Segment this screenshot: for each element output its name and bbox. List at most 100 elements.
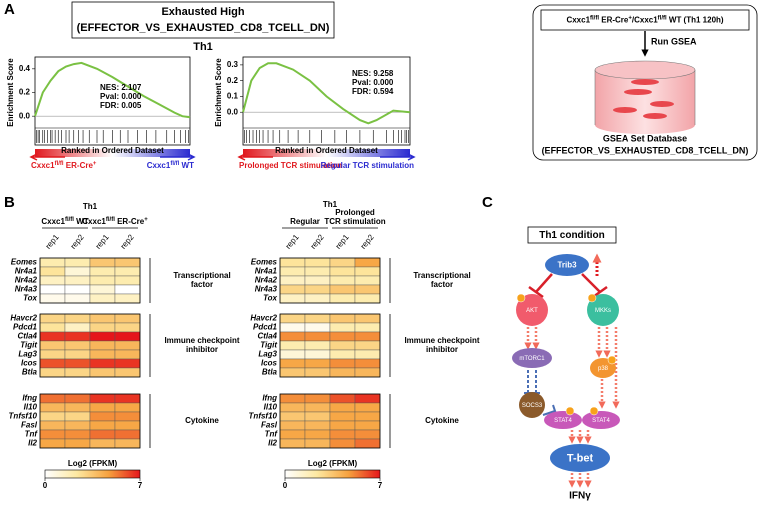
input-label-part: ER-Cre bbox=[599, 16, 629, 25]
heatmap-cell bbox=[329, 349, 356, 360]
title-box bbox=[71, 1, 335, 39]
inhibition-edge bbox=[542, 410, 556, 416]
input-label-part: fl/fl bbox=[590, 15, 599, 21]
rank-bar bbox=[243, 149, 410, 157]
diagram-title: Th1 condition bbox=[539, 230, 605, 241]
group-label-part: WT bbox=[74, 217, 89, 226]
heatmap-cell bbox=[304, 429, 331, 440]
phospho-mark bbox=[587, 293, 597, 303]
heatmap-cell bbox=[329, 284, 356, 295]
node bbox=[519, 392, 545, 418]
condition-label-part: WT bbox=[179, 161, 194, 170]
heatmap-cell bbox=[114, 313, 141, 324]
condition-label: Prolonged TCR stimulation bbox=[239, 161, 342, 170]
heatmap-cell bbox=[39, 293, 66, 304]
heatmap-cell bbox=[279, 429, 306, 440]
group-label-part: Prolonged bbox=[335, 208, 375, 217]
gene-label: Tnfsf10 bbox=[249, 412, 278, 421]
heatmap-cell bbox=[304, 438, 331, 449]
panel-label: C bbox=[482, 194, 493, 211]
gene-label: Nr4a3 bbox=[255, 285, 278, 294]
heatmap-cell bbox=[304, 367, 331, 378]
heatmap-cell bbox=[64, 349, 91, 360]
heatmap-cell bbox=[114, 411, 141, 422]
group-label-part: Regular bbox=[290, 217, 320, 226]
condition-label: Cxxc1fl/fl WT bbox=[147, 161, 194, 171]
panel-label: A bbox=[4, 1, 15, 18]
heatmap-cell bbox=[304, 275, 331, 286]
heatmap-cell bbox=[354, 313, 381, 324]
heatmap-cell bbox=[279, 313, 306, 324]
condition-label-part: fl/fl bbox=[55, 161, 64, 167]
title: Exhausted High bbox=[161, 6, 244, 18]
heatmap-cell bbox=[329, 438, 356, 449]
heatmap-cell bbox=[64, 331, 91, 342]
heatmap-cell bbox=[64, 411, 91, 422]
heatmap-cell bbox=[89, 293, 116, 304]
group-label: Cxxc1fl/fl ER-Cre+ bbox=[82, 217, 148, 227]
gene-label: Il10 bbox=[264, 403, 278, 412]
heatmap-cell bbox=[304, 420, 331, 431]
heatmap-cell bbox=[354, 257, 381, 268]
column-label: rep2 bbox=[359, 232, 377, 250]
condition-label-part: + bbox=[93, 161, 97, 167]
column-label: rep2 bbox=[309, 232, 327, 250]
database-title: GSEA Set Database bbox=[603, 133, 687, 143]
heatmap-cell bbox=[304, 257, 331, 268]
group-label-part: fl/fl bbox=[106, 217, 115, 223]
y-tick-label: 0.2 bbox=[19, 88, 31, 97]
colorbar-tick-label: 0 bbox=[43, 481, 48, 490]
column-label: rep1 bbox=[94, 232, 112, 250]
gene-label: Nr4a2 bbox=[255, 276, 278, 285]
heatmap-cell bbox=[279, 393, 306, 404]
pathway-edges bbox=[524, 253, 620, 488]
heatmap-cell bbox=[114, 275, 141, 286]
gene-set-icon bbox=[624, 89, 652, 95]
heatmap-cell bbox=[329, 393, 356, 404]
condition-label-part: Prolonged TCR stimulation bbox=[239, 161, 342, 170]
gene-label: Tigit bbox=[20, 341, 37, 350]
column-label: rep1 bbox=[334, 232, 352, 250]
gene-set-icon bbox=[643, 113, 667, 119]
heatmap-cell bbox=[89, 411, 116, 422]
heatmap-cell bbox=[354, 331, 381, 342]
heatmap-cell bbox=[89, 340, 116, 351]
enrichment-curve bbox=[34, 61, 191, 119]
node bbox=[516, 294, 548, 326]
group-label: Regular bbox=[290, 217, 320, 226]
node bbox=[544, 411, 582, 429]
heatmap-cell bbox=[64, 429, 91, 440]
y-tick-label: 0.0 bbox=[19, 111, 31, 120]
phospho-mark bbox=[516, 293, 526, 303]
heatmap-cell bbox=[354, 275, 381, 286]
node-label: IFNγ bbox=[569, 491, 591, 502]
input-label: Cxxc1fl/fl ER-Cre+/Cxxc1fl/fl WT (Th1 12… bbox=[566, 15, 723, 25]
y-tick-label: 0.0 bbox=[227, 107, 239, 116]
gene-label: Tnfsf10 bbox=[9, 412, 38, 421]
gene-label: Eomes bbox=[11, 258, 38, 267]
heatmap-cell bbox=[114, 438, 141, 449]
heatmap-cell bbox=[39, 257, 66, 268]
enrichment-curve bbox=[242, 62, 411, 125]
condition-label-part: Cxxc1 bbox=[31, 161, 55, 170]
gene-label: Pdcd1 bbox=[13, 323, 38, 332]
heatmap-cell bbox=[354, 358, 381, 369]
node-label: STAT4 bbox=[554, 418, 572, 424]
heatmap-cell bbox=[64, 420, 91, 431]
heatmap-cell bbox=[39, 340, 66, 351]
heatmap-cell bbox=[354, 349, 381, 360]
row-group-label: Immune checkpoint bbox=[404, 336, 479, 345]
column-label: rep1 bbox=[284, 232, 302, 250]
heatmap-cell bbox=[39, 275, 66, 286]
gene-label: Ifng bbox=[22, 394, 37, 403]
gene-label: Icos bbox=[261, 359, 278, 368]
gene-label: Nr4a2 bbox=[15, 276, 38, 285]
gene-label: Ifng bbox=[262, 394, 277, 403]
heatmap-cell bbox=[39, 402, 66, 413]
rank-arrow bbox=[29, 153, 65, 161]
heatmap-cell bbox=[89, 438, 116, 449]
heatmap-cell bbox=[114, 331, 141, 342]
heatmap-cell bbox=[304, 411, 331, 422]
gene-set-icon bbox=[631, 79, 659, 85]
heatmap-cell bbox=[89, 266, 116, 277]
